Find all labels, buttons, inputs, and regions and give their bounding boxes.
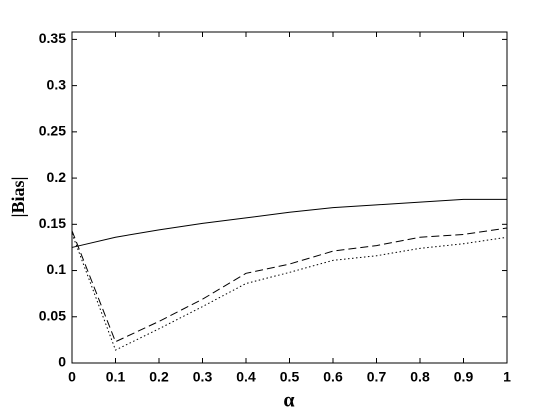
y-tick-label: 0.2: [47, 169, 67, 185]
x-tick-label: 0.3: [193, 369, 213, 385]
y-tick-label: 0.35: [39, 30, 66, 46]
x-tick-label: 0.1: [106, 369, 126, 385]
y-tick-label: 0.25: [39, 123, 66, 139]
y-tick-label: 0.15: [39, 215, 66, 231]
x-tick-label: 0.8: [410, 369, 430, 385]
x-tick-label: 0.5: [280, 369, 300, 385]
series-line: [71, 198, 507, 248]
x-tick-label: 0: [68, 369, 76, 385]
x-tick-label: 0.7: [367, 369, 387, 385]
x-tick-label: 0.9: [454, 369, 474, 385]
x-tick-label: 0.6: [323, 369, 343, 385]
y-tick-label: 0.3: [47, 76, 67, 92]
series-line: [71, 233, 508, 351]
plot-frame: [71, 31, 508, 364]
y-axis-label: |Bias|: [8, 177, 28, 218]
x-tick-label: 1: [503, 369, 511, 385]
x-tick-label: 0.2: [149, 369, 169, 385]
y-tick-label: 0.05: [39, 307, 66, 323]
y-tick-label: 0.1: [47, 261, 67, 277]
y-tick-label: 0: [58, 354, 66, 370]
x-axis-label: α: [283, 390, 294, 412]
x-tick-label: 0.4: [236, 369, 256, 385]
series-line: [71, 227, 508, 343]
